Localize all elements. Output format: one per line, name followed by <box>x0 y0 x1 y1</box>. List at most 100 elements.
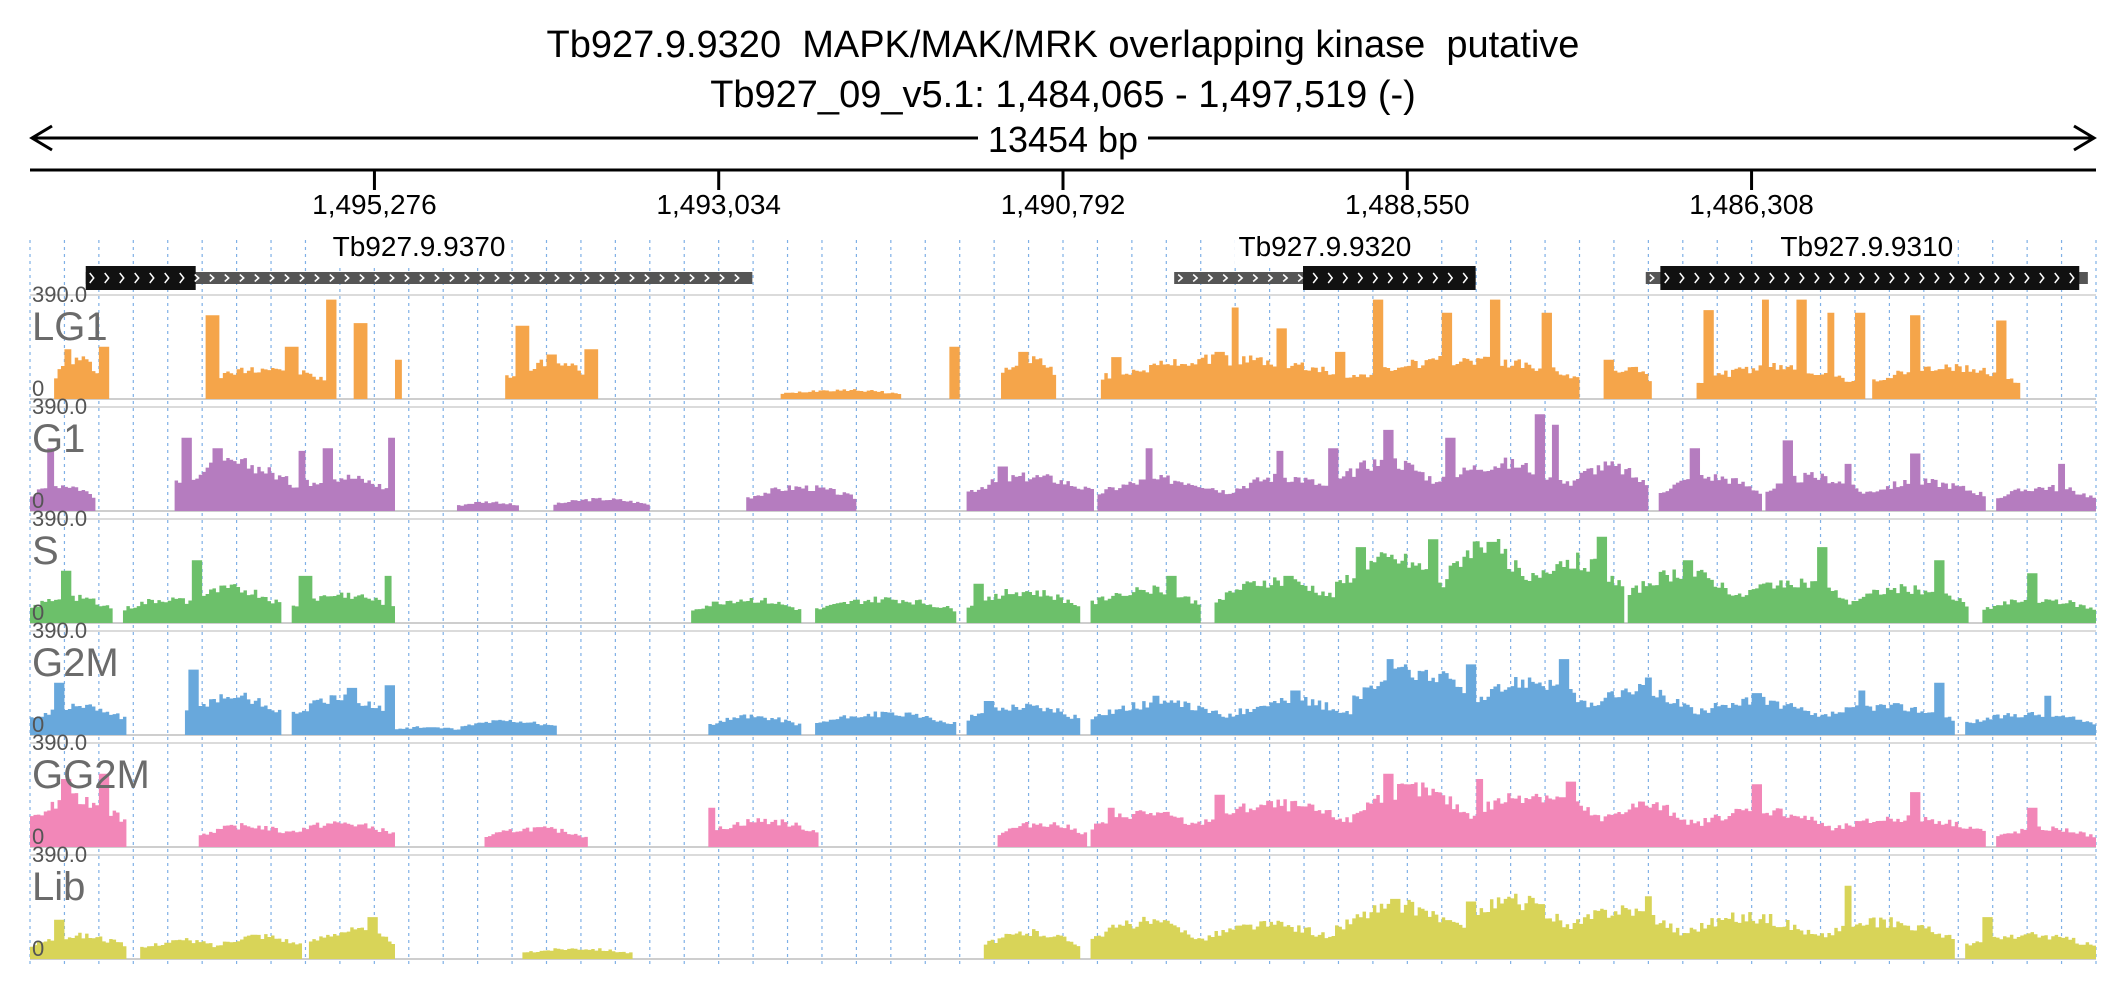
strand-chevron <box>1207 273 1214 283</box>
strand-chevron <box>179 272 185 284</box>
strand-chevron <box>89 272 95 284</box>
track-min-label: 0 <box>32 936 45 961</box>
coverage-area <box>30 299 2096 399</box>
strand-chevron <box>584 273 590 283</box>
track-min-label: 0 <box>32 712 45 737</box>
track-name-label: G1 <box>32 417 86 461</box>
strand-chevron <box>1372 272 1379 284</box>
strand-chevron <box>2024 272 2030 284</box>
strand-chevron <box>254 273 260 283</box>
strand-chevron <box>1994 272 2000 284</box>
axis-tick-label: 1,488,550 <box>1344 189 1470 220</box>
strand-chevron <box>119 272 125 284</box>
strand-chevron <box>1739 272 1745 284</box>
strand-chevron <box>1784 272 1790 284</box>
coverage-track-g1 <box>30 406 2096 512</box>
strand-chevron <box>629 273 635 283</box>
strand-chevron <box>1964 272 1970 284</box>
strand-chevron <box>389 273 395 283</box>
strand-chevron <box>2039 272 2045 284</box>
strand-chevron <box>1979 272 1985 284</box>
strand-chevron <box>374 273 380 283</box>
strand-chevron <box>599 273 605 283</box>
strand-chevron <box>419 273 425 283</box>
strand-chevron <box>539 273 545 283</box>
coverage-track-g2m <box>30 630 2096 736</box>
strand-chevron <box>1327 272 1334 284</box>
strand-chevron <box>1874 272 1880 284</box>
track-min-label: 0 <box>32 376 45 401</box>
strand-chevron <box>1387 272 1394 284</box>
strand-chevron <box>569 273 575 283</box>
strand-chevron <box>704 273 710 283</box>
strand-chevron <box>1844 272 1850 284</box>
track-max-label: 390.0 <box>32 394 88 419</box>
track-name-label: LG1 <box>32 305 108 349</box>
strand-chevron <box>269 273 275 283</box>
gene-track <box>85 266 2088 290</box>
track-name-label: GG2M <box>32 753 150 797</box>
strand-chevron <box>1402 272 1409 284</box>
coverage-area <box>30 773 2096 847</box>
strand-chevron <box>1904 272 1910 284</box>
strand-chevron <box>1462 272 1469 284</box>
strand-chevron <box>1297 273 1304 283</box>
strand-chevron <box>1342 272 1349 284</box>
gene-label: Tb927.9.9370 <box>328 230 510 264</box>
gene-cds <box>85 266 196 290</box>
coverage-track-gg2m <box>30 742 2096 848</box>
strand-chevron <box>134 272 140 284</box>
strand-chevron <box>1754 272 1760 284</box>
strand-chevron <box>1237 273 1244 283</box>
coordinate-axis <box>30 168 2096 190</box>
strand-chevron <box>1282 273 1289 283</box>
strand-chevron <box>1447 272 1454 284</box>
strand-chevron <box>344 273 350 283</box>
track-min-label: 0 <box>32 824 45 849</box>
span-arrow-right-head <box>2073 124 2097 152</box>
strand-chevron <box>2054 272 2060 284</box>
strand-chevron <box>689 273 695 283</box>
strand-chevron <box>614 273 620 283</box>
strand-chevron <box>449 273 455 283</box>
axis-tick-labels: 1,495,276 1,493,034 1,490,792 1,488,550 1,48… <box>0 188 2126 228</box>
gene-label: Tb927.9.9310 <box>1776 230 1958 264</box>
track-name-label: G2M <box>32 641 119 685</box>
strand-chevron <box>239 273 245 283</box>
track-max-label: 390.0 <box>32 282 88 307</box>
strand-chevron <box>1192 273 1199 283</box>
strand-chevron <box>404 273 410 283</box>
coverage-track-lg1 <box>30 294 2096 400</box>
gene-model <box>85 266 753 290</box>
gene-cds <box>1303 266 1476 290</box>
strand-chevron <box>644 273 650 283</box>
strand-chevron <box>1357 272 1364 284</box>
strand-chevron <box>359 273 365 283</box>
track-max-label: 390.0 <box>32 506 88 531</box>
track-max-label: 390.0 <box>32 618 88 643</box>
gene-title: Tb927.9.9320 MAPK/MAK/MRK overlapping ki… <box>546 24 1580 66</box>
strand-chevron <box>1649 273 1655 283</box>
strand-chevron <box>284 273 290 283</box>
strand-chevron <box>104 272 110 284</box>
strand-chevron <box>2009 272 2015 284</box>
strand-chevron <box>1889 272 1895 284</box>
axis-tick-label: 1,495,276 <box>312 189 437 220</box>
gene-label: Tb927.9.9320 <box>1234 230 1416 264</box>
strand-chevron <box>224 273 230 283</box>
strand-chevron <box>1222 273 1229 283</box>
strand-chevron <box>554 273 560 283</box>
strand-chevron <box>1664 272 1670 284</box>
coverage-area <box>30 659 2096 735</box>
track-name-label: Lib <box>32 865 86 909</box>
gene-model <box>1645 266 2088 290</box>
strand-chevron <box>479 273 485 283</box>
strand-chevron <box>209 273 215 283</box>
strand-chevron <box>2069 272 2075 284</box>
strand-chevron <box>659 273 665 283</box>
strand-chevron <box>1814 272 1820 284</box>
strand-chevron <box>1679 272 1685 284</box>
axis-tick-label: 1,490,792 <box>1000 189 1126 220</box>
